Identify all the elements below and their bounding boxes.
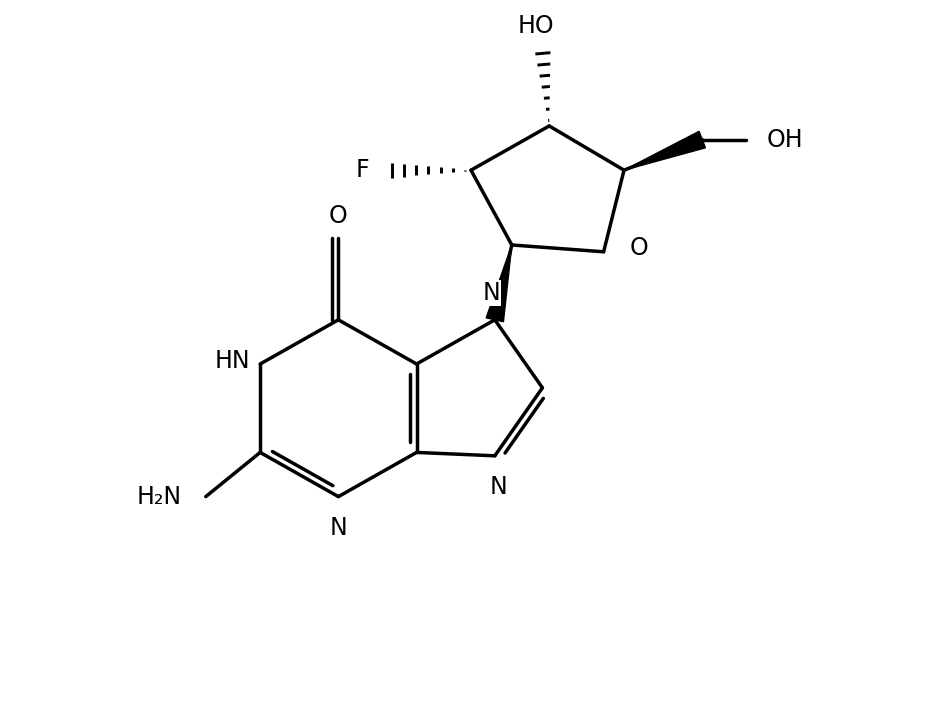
Text: O: O bbox=[329, 204, 348, 228]
Text: N: N bbox=[489, 475, 507, 499]
Text: HN: HN bbox=[215, 349, 250, 373]
Text: F: F bbox=[355, 158, 369, 182]
Text: OH: OH bbox=[767, 127, 804, 151]
Text: N: N bbox=[330, 515, 348, 539]
Text: HO: HO bbox=[517, 14, 554, 38]
Polygon shape bbox=[624, 131, 706, 170]
Text: O: O bbox=[629, 237, 648, 261]
Text: H₂N: H₂N bbox=[137, 485, 182, 509]
Text: N: N bbox=[482, 281, 500, 305]
Polygon shape bbox=[486, 245, 512, 322]
